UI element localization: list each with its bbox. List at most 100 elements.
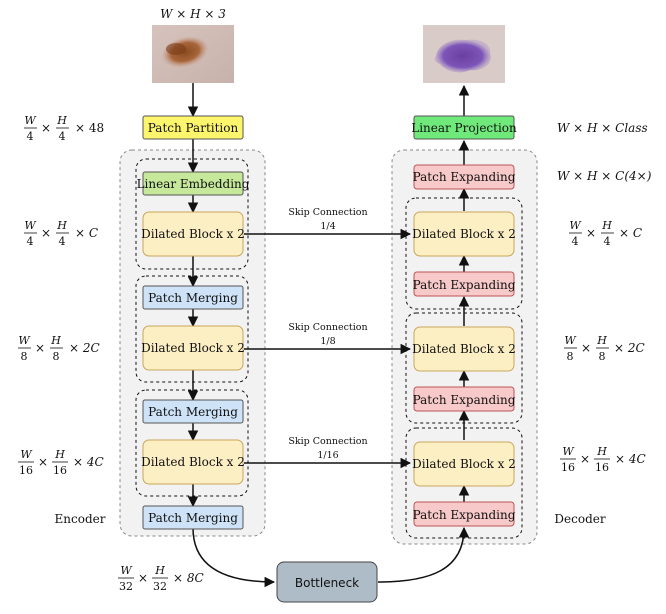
encoder-stage-3	[135, 389, 249, 497]
patch-expanding-box-1: Patch Expanding	[413, 164, 516, 190]
dim-right-top-2: W × H × C(4×)	[557, 169, 652, 183]
svg-text:Dilated Block x 2: Dilated Block x 2	[141, 227, 245, 241]
lesion-segmentation-mask	[423, 25, 505, 83]
svg-text:H: H	[50, 334, 61, 347]
decoder-caption: Decoder	[554, 512, 605, 526]
encoder-stage-1	[135, 158, 249, 270]
svg-text:4: 4	[27, 235, 34, 248]
dim-right-4: W 16 × H 16 × 4C	[560, 445, 646, 474]
skip-label-1: Skip Connection	[288, 207, 367, 218]
skip-ratio-3: 1/16	[317, 450, 338, 461]
svg-text:16: 16	[19, 464, 33, 477]
svg-text:4: 4	[59, 235, 66, 248]
svg-text:Linear Projection: Linear Projection	[411, 121, 517, 135]
encoder-stage-2	[135, 275, 249, 383]
svg-text:4: 4	[572, 235, 579, 248]
encoder-dilated-block-3: Dilated Block x 2	[141, 439, 245, 485]
svg-text:Dilated Block x 2: Dilated Block x 2	[141, 455, 245, 469]
encoder-dilated-block-2: Dilated Block x 2	[141, 325, 245, 371]
svg-text:W: W	[18, 334, 31, 347]
patch-expanding-box-2: Patch Expanding	[413, 271, 516, 297]
svg-text:16: 16	[561, 461, 575, 474]
svg-text:Patch Merging: Patch Merging	[148, 511, 238, 525]
svg-text:32: 32	[119, 580, 133, 593]
dim-right-3: W 8 × H 8 × 2C	[564, 334, 645, 363]
svg-text:Dilated Block x 2: Dilated Block x 2	[412, 457, 516, 471]
svg-text:×: ×	[580, 452, 590, 466]
svg-text:W: W	[24, 219, 37, 232]
svg-text:W: W	[562, 445, 575, 458]
svg-text:×: ×	[581, 341, 591, 355]
dim-left-1: W 4 × H 4 × 48	[24, 114, 104, 143]
svg-text:Patch Partition: Patch Partition	[148, 121, 239, 135]
svg-text:W: W	[20, 448, 33, 461]
svg-text:H: H	[601, 219, 612, 232]
svg-text:×: ×	[586, 226, 596, 240]
svg-text:×: ×	[138, 571, 148, 585]
dim-left-4: W 16 × H 16 × 4C	[18, 448, 104, 477]
svg-text:H: H	[56, 114, 67, 127]
svg-text:H: H	[596, 445, 607, 458]
svg-text:×: ×	[41, 226, 51, 240]
svg-text:Dilated Block x 2: Dilated Block x 2	[412, 342, 516, 356]
svg-text:W: W	[564, 334, 577, 347]
dim-left-2: W 4 × H 4 × C	[24, 219, 98, 248]
svg-text:W: W	[120, 564, 133, 577]
svg-text:× 4C: × 4C	[615, 452, 646, 466]
svg-text:32: 32	[153, 580, 167, 593]
linear-embedding-box: Linear Embedding	[137, 171, 250, 196]
svg-text:H: H	[56, 219, 67, 232]
dim-left-5: W 32 × H 32 × 8C	[118, 564, 204, 593]
svg-text:×: ×	[38, 455, 48, 469]
svg-text:W: W	[24, 114, 37, 127]
svg-text:8: 8	[21, 350, 28, 363]
dim-right-top-1: W × H × Class	[557, 121, 648, 135]
bottleneck-box: Bottleneck	[276, 561, 378, 603]
dim-left-3: W 8 × H 8 × 2C	[18, 334, 100, 363]
svg-text:H: H	[596, 334, 607, 347]
svg-text:× 8C: × 8C	[173, 571, 204, 585]
decoder-dilated-block-1: Dilated Block x 2	[412, 211, 516, 257]
svg-text:4: 4	[604, 235, 611, 248]
decoder-dilated-block-2: Dilated Block x 2	[412, 326, 516, 372]
svg-text:W: W	[569, 219, 582, 232]
svg-text:Patch Expanding: Patch Expanding	[413, 393, 516, 407]
skip-label-2: Skip Connection	[288, 322, 367, 333]
input-size-label: W × H × 3	[160, 7, 226, 21]
svg-text:× C: × C	[619, 226, 642, 240]
svg-text:× C: × C	[75, 226, 98, 240]
encoder-dilated-block-1: Dilated Block x 2	[141, 211, 245, 257]
svg-text:4: 4	[27, 130, 34, 143]
patch-expanding-box-4: Patch Expanding	[413, 501, 516, 527]
svg-text:Bottleneck: Bottleneck	[295, 576, 359, 590]
svg-text:Dilated Block x 2: Dilated Block x 2	[412, 227, 516, 241]
svg-text:× 48: × 48	[75, 121, 104, 135]
svg-text:Patch Expanding: Patch Expanding	[413, 508, 516, 522]
svg-text:16: 16	[595, 461, 609, 474]
svg-text:Linear Embedding: Linear Embedding	[137, 177, 250, 191]
svg-text:8: 8	[599, 350, 606, 363]
skin-lesion-image	[152, 25, 234, 83]
skip-ratio-2: 1/8	[320, 336, 335, 347]
patch-expanding-box-3: Patch Expanding	[413, 386, 516, 412]
patch-merging-box-3: Patch Merging	[142, 505, 244, 530]
patch-merging-box-2: Patch Merging	[142, 399, 244, 424]
svg-text:Patch Merging: Patch Merging	[148, 291, 238, 305]
skip-label-3: Skip Connection	[288, 436, 367, 447]
svg-text:Patch Expanding: Patch Expanding	[413, 170, 516, 184]
decoder-dilated-block-3: Dilated Block x 2	[412, 441, 516, 487]
svg-text:4: 4	[59, 130, 66, 143]
svg-text:H: H	[154, 564, 165, 577]
encoder-caption: Encoder	[55, 512, 106, 526]
svg-text:×: ×	[41, 121, 51, 135]
svg-text:× 2C: × 2C	[69, 341, 100, 355]
svg-text:H: H	[54, 448, 65, 461]
svg-text:× 4C: × 4C	[73, 455, 104, 469]
linear-projection-box: Linear Projection	[411, 115, 517, 140]
patch-partition-box: Patch Partition	[142, 115, 244, 140]
svg-text:×: ×	[35, 341, 45, 355]
svg-text:8: 8	[567, 350, 574, 363]
svg-text:16: 16	[53, 464, 67, 477]
dim-right-2: W 4 × H 4 × C	[569, 219, 642, 248]
